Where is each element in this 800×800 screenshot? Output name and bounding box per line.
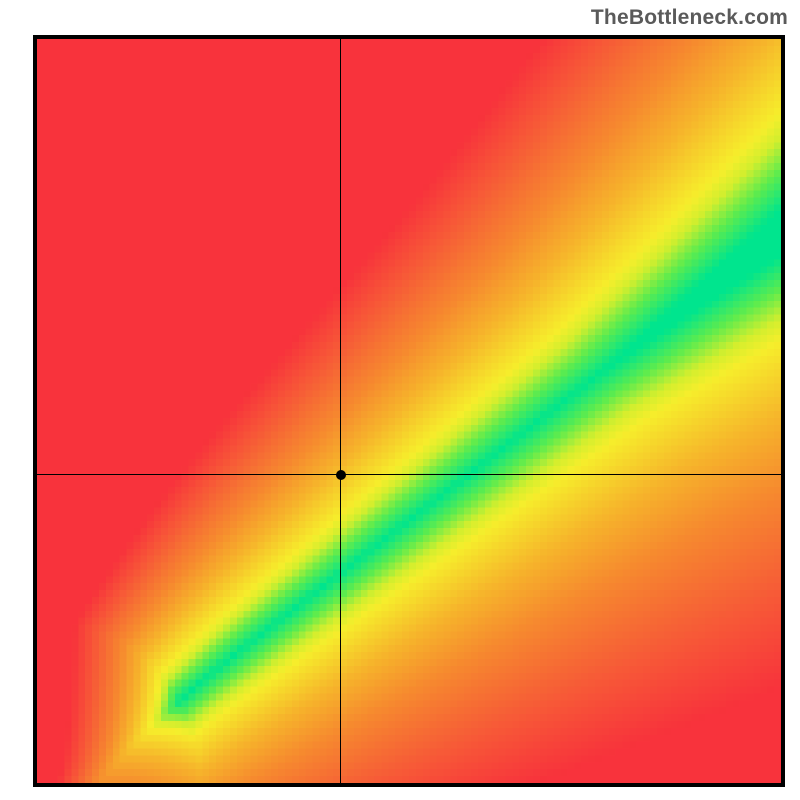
watermark-text: TheBottleneck.com: [591, 6, 788, 30]
crosshair-horizontal: [37, 474, 781, 475]
crosshair-marker: [336, 470, 346, 480]
crosshair-vertical: [340, 39, 341, 783]
bottleneck-heatmap: [37, 39, 781, 783]
